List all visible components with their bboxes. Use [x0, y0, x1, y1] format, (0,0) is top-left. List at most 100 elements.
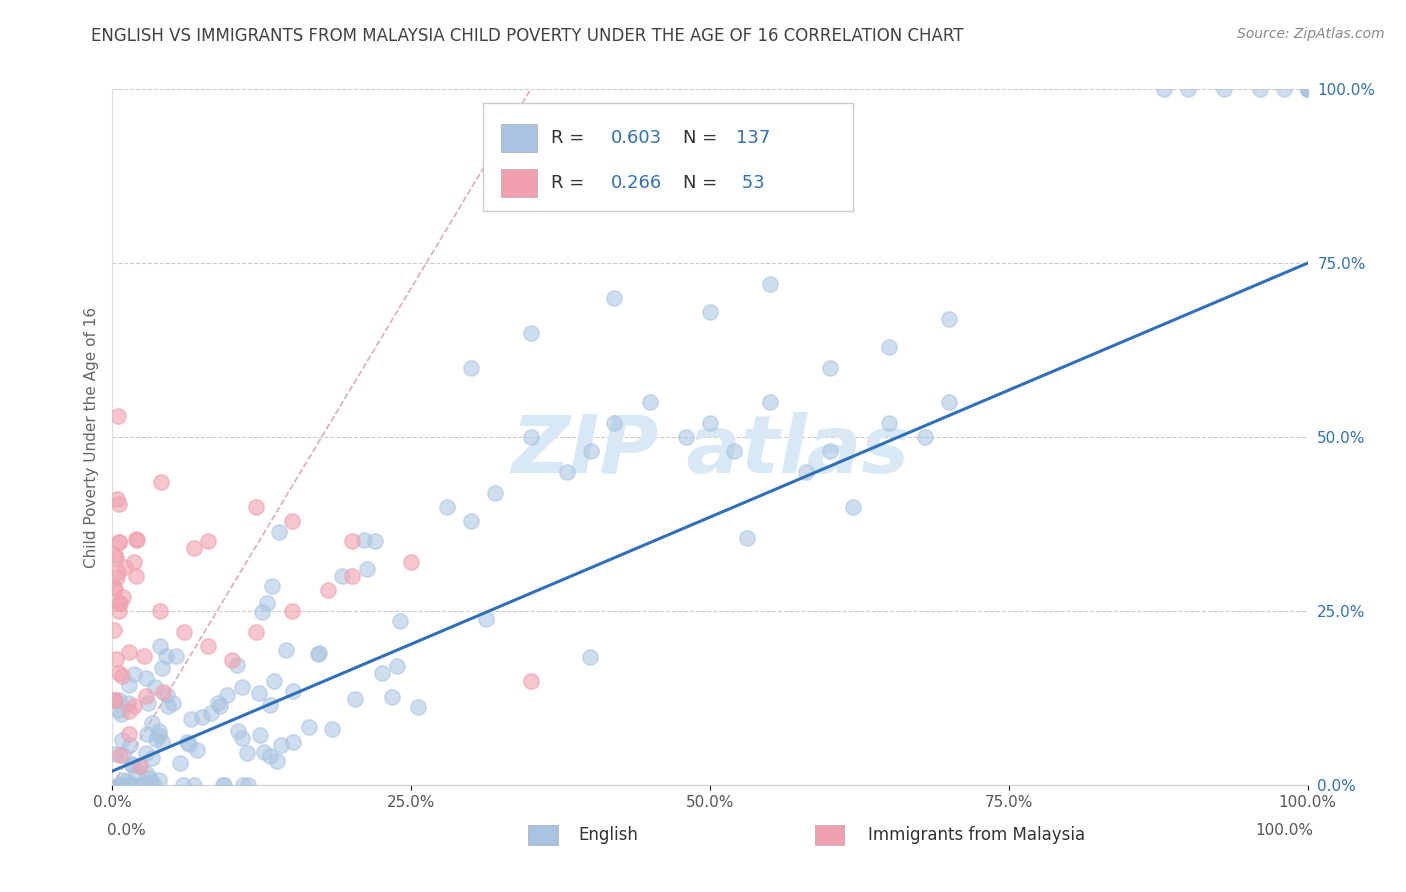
FancyBboxPatch shape [527, 824, 558, 846]
Point [139, 771, 162, 785]
Point [879, 416, 901, 430]
Point [118, 704, 141, 718]
Point [209, 698, 232, 713]
Point [406, 700, 429, 714]
Point [603, 416, 626, 430]
Point [162, 696, 184, 710]
Point [107, 703, 129, 717]
Point [1249, 82, 1271, 96]
Point [281, 604, 304, 618]
Point [484, 485, 506, 500]
Point [172, 778, 194, 792]
Point [108, 596, 131, 610]
Point [122, 666, 145, 681]
Text: 0.266: 0.266 [610, 174, 662, 192]
Point [914, 430, 936, 444]
Point [115, 774, 138, 789]
Point [263, 674, 285, 689]
Point [132, 649, 155, 664]
Point [122, 698, 145, 713]
Point [107, 535, 129, 549]
Point [138, 778, 160, 792]
Text: 0.603: 0.603 [610, 129, 662, 147]
Point [520, 326, 543, 340]
Point [520, 673, 543, 688]
Point [108, 604, 131, 618]
Point [699, 416, 721, 430]
Point [148, 724, 170, 739]
Text: Immigrants from Malaysia: Immigrants from Malaysia [868, 826, 1085, 844]
Point [221, 653, 243, 667]
Point [1296, 82, 1319, 96]
Point [104, 693, 127, 707]
Text: ENGLISH VS IMMIGRANTS FROM MALAYSIA CHILD POVERTY UNDER THE AGE OF 16 CORRELATIO: ENGLISH VS IMMIGRANTS FROM MALAYSIA CHIL… [91, 27, 965, 45]
Point [879, 340, 901, 354]
Point [124, 778, 146, 792]
Point [281, 683, 304, 698]
Point [111, 733, 134, 747]
Point [250, 606, 273, 620]
Point [176, 734, 198, 748]
Point [111, 772, 134, 787]
Point [356, 562, 378, 576]
Point [381, 690, 404, 705]
FancyBboxPatch shape [484, 103, 853, 211]
FancyBboxPatch shape [814, 824, 845, 846]
Point [155, 649, 177, 664]
Point [270, 739, 292, 753]
Point [156, 698, 179, 713]
Point [149, 604, 172, 618]
Point [135, 671, 157, 685]
Point [139, 775, 162, 789]
Point [307, 647, 329, 661]
Point [579, 444, 602, 458]
Point [460, 360, 482, 375]
Point [165, 649, 187, 664]
Point [148, 773, 170, 788]
Point [1272, 82, 1295, 96]
Text: 100.0%: 100.0% [1256, 823, 1313, 838]
Point [308, 646, 330, 660]
Point [603, 291, 626, 305]
Point [675, 430, 697, 444]
Point [401, 555, 423, 569]
Point [259, 748, 281, 763]
Text: R =: R = [551, 129, 591, 147]
FancyBboxPatch shape [501, 124, 537, 152]
Point [108, 535, 131, 549]
Point [108, 665, 131, 680]
Point [105, 570, 128, 584]
Point [152, 685, 174, 699]
Point [1296, 82, 1319, 96]
Point [149, 475, 172, 490]
Point [475, 612, 498, 626]
Point [938, 395, 960, 409]
Point [197, 639, 219, 653]
Text: 137: 137 [737, 129, 770, 147]
Point [274, 643, 297, 657]
Point [207, 696, 229, 710]
FancyBboxPatch shape [501, 169, 537, 197]
Point [108, 596, 131, 610]
Point [699, 305, 721, 319]
Point [125, 768, 148, 782]
Point [723, 444, 745, 458]
Point [759, 277, 782, 291]
Point [259, 698, 281, 712]
Point [370, 666, 392, 681]
Point [104, 551, 127, 566]
Point [135, 689, 157, 703]
Point [169, 756, 191, 770]
Point [173, 624, 195, 639]
Point [200, 706, 222, 721]
Point [232, 778, 254, 792]
Point [103, 580, 125, 594]
Point [110, 706, 132, 721]
Point [353, 533, 375, 547]
Point [111, 778, 134, 792]
Point [298, 720, 321, 734]
Point [149, 639, 172, 653]
Point [104, 747, 127, 762]
Point [436, 500, 458, 514]
Point [124, 532, 146, 546]
